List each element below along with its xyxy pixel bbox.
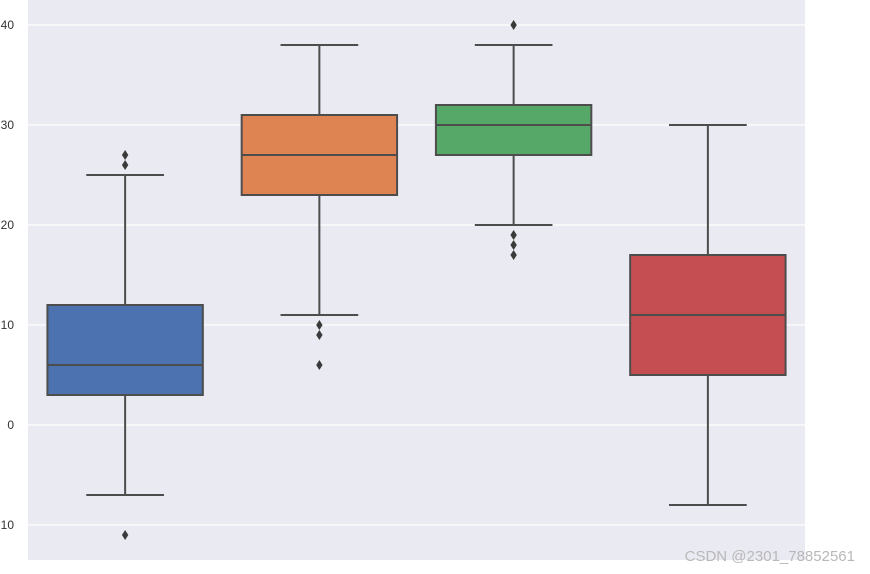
outlier-point [510,230,517,240]
outlier-point [316,320,323,330]
outlier-point [121,530,129,540]
box-iqr [46,304,204,396]
y-tick-label: 30 [1,118,15,132]
boxes [46,20,787,540]
y-axis-tick-labels: 10 0 10 20 30 40 [1,18,15,532]
outlier-point [510,240,517,250]
outlier-point [121,150,129,160]
box-iqr [434,104,593,156]
y-tick-label: 10 [1,518,15,532]
y-tick-label: 0 [7,418,14,432]
outlier-point [316,330,323,340]
outlier-point [510,250,517,260]
box-group [46,150,204,540]
outlier-point [316,360,323,370]
watermark-text: CSDN @2301_78852561 [685,548,855,565]
y-tick-label: 20 [1,218,15,232]
outlier-point [510,20,517,30]
box-group [434,20,593,260]
box-group [629,124,787,506]
y-tick-label: 10 [1,318,15,332]
y-tick-label: 40 [1,18,15,32]
box-group [240,44,399,370]
outlier-point [121,160,129,170]
